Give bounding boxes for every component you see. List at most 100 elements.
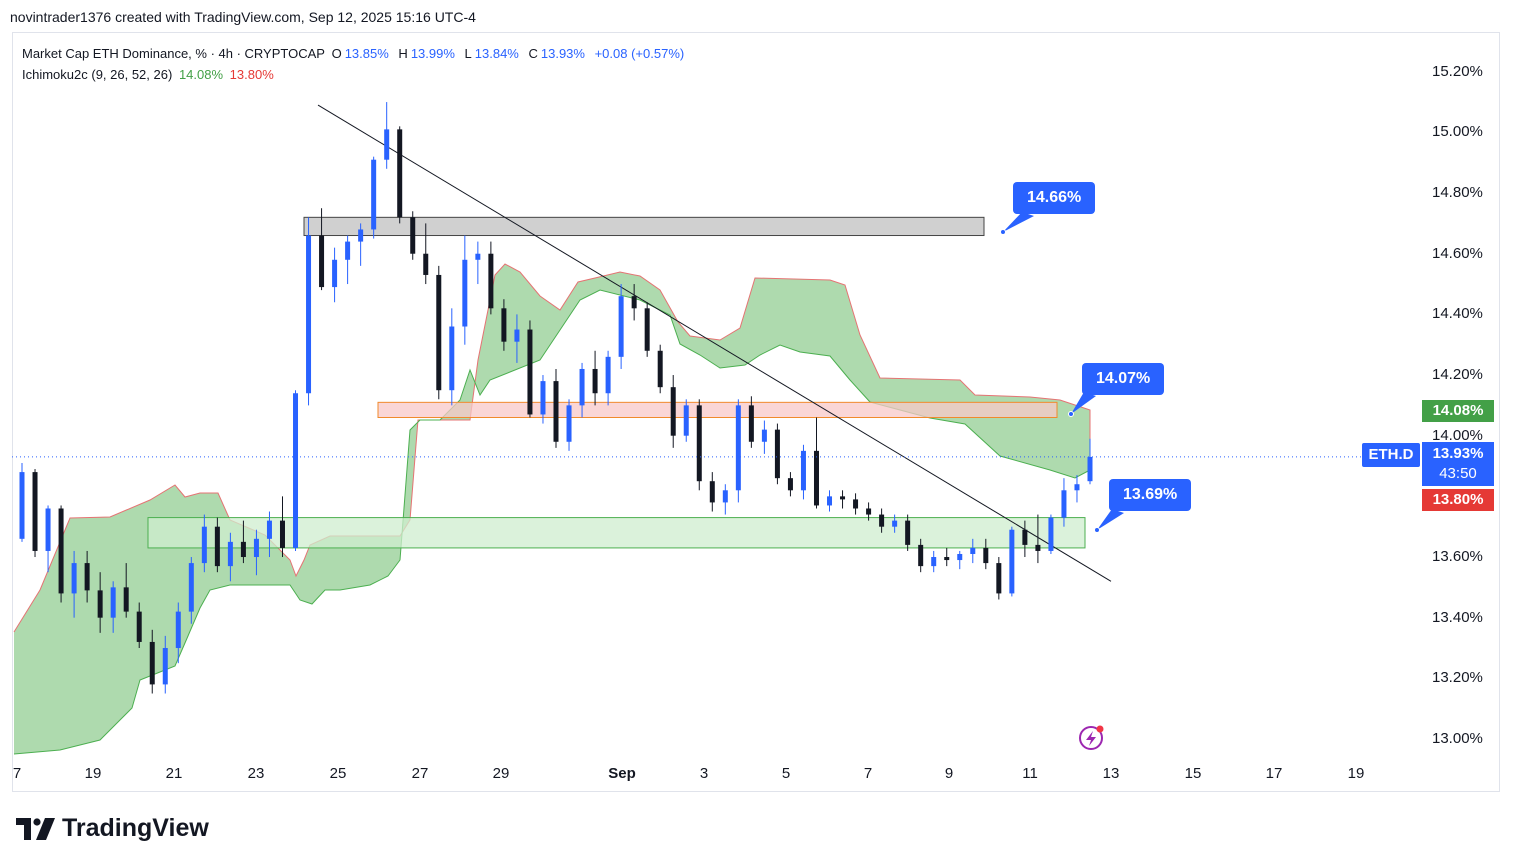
candle-body: [488, 253, 494, 309]
candle-body: [735, 405, 741, 491]
candle-body: [449, 326, 455, 391]
candle-body: [253, 538, 259, 558]
time-axis-label: 23: [247, 765, 265, 782]
time-axis-label: 17: [1265, 765, 1283, 782]
candle: [358, 223, 364, 266]
price-axis-label: 15.00%: [1432, 123, 1483, 141]
zone-supply: [303, 216, 985, 237]
price-tag-last: 13.93% 43:50: [1422, 442, 1494, 486]
candle-body: [879, 514, 885, 527]
callout-low[interactable]: 13.69%: [1109, 479, 1192, 511]
candle: [631, 284, 637, 321]
candle: [175, 602, 181, 664]
candle: [553, 368, 559, 448]
candle: [905, 514, 911, 551]
time-axis-label: 21: [165, 765, 183, 782]
candle: [761, 420, 767, 454]
candle-body: [1035, 544, 1041, 551]
candle-body: [97, 590, 103, 618]
flash-icon[interactable]: [1079, 725, 1104, 750]
candle-body: [306, 235, 312, 394]
candle-body: [1048, 517, 1054, 551]
time-axis-label: 9: [944, 765, 954, 782]
candle-body: [761, 429, 767, 442]
cloud-upper-edge: [13, 263, 1091, 633]
time-axis-label: 19: [84, 765, 102, 782]
time-axis-label: 25: [329, 765, 347, 782]
candle: [462, 235, 468, 345]
ichimoku-cloud: [14, 264, 1090, 754]
candle: [436, 265, 442, 400]
candle-body: [970, 547, 976, 554]
candle: [840, 490, 846, 509]
candle: [748, 396, 754, 448]
candle: [866, 502, 872, 521]
candle-body: [501, 308, 507, 342]
candle-body: [944, 557, 950, 561]
trendline: [317, 104, 1112, 582]
candle: [722, 484, 728, 515]
candle: [449, 308, 455, 406]
symbol-tag: ETH.D: [1362, 443, 1420, 467]
candle-body: [345, 241, 351, 260]
candle: [683, 399, 689, 442]
callout-high[interactable]: 14.66%: [1013, 182, 1096, 214]
candle-body: [996, 563, 1002, 594]
candle: [1022, 520, 1028, 558]
candle-body: [227, 541, 233, 567]
candle-body: [657, 350, 663, 388]
candle: [71, 550, 77, 618]
candle-body: [1022, 529, 1028, 545]
candle-body: [214, 526, 220, 567]
callout-anchor: [1094, 527, 1100, 533]
candle-body: [866, 508, 872, 515]
candle: [1035, 514, 1041, 564]
candle-body: [32, 472, 38, 551]
price-tag-indicator-2: 13.80%: [1422, 489, 1494, 511]
tradingview-logo-icon: [16, 817, 55, 840]
callout-anchor: [1000, 229, 1006, 235]
legend-indicator[interactable]: Ichimoku2c (9, 26, 52, 26) 14.08% 13.80%: [22, 67, 277, 82]
candle: [293, 390, 299, 551]
candle-body: [709, 481, 715, 503]
price-axis-label: 14.40%: [1432, 305, 1483, 323]
time-axis-label: 11: [1022, 765, 1038, 782]
candle-body: [410, 217, 416, 254]
candle-body: [84, 563, 90, 591]
candle-body: [1074, 484, 1080, 491]
candle: [266, 511, 272, 558]
candle-body: [19, 472, 25, 539]
candle: [32, 469, 38, 558]
candle-body: [683, 405, 689, 436]
candle: [319, 208, 325, 291]
brand-name: TradingView: [62, 814, 209, 842]
zone-support: [147, 517, 1086, 549]
candle-body: [540, 381, 546, 415]
candle: [384, 102, 390, 169]
candle: [397, 126, 403, 224]
candle: [644, 302, 650, 357]
candle: [240, 520, 246, 564]
candle-body: [110, 587, 116, 618]
time-axis-label: 29: [492, 765, 510, 782]
candle-body: [514, 329, 520, 342]
candle: [957, 550, 963, 570]
legend-change: +0.08 (+0.57%): [594, 46, 685, 61]
candle: [605, 350, 611, 406]
candle: [696, 399, 702, 491]
candle: [501, 299, 507, 351]
candle: [540, 375, 546, 424]
cloud-lower-edge: [13, 289, 1091, 755]
indicator-value-1: 14.08%: [178, 67, 224, 82]
candle-body: [618, 296, 624, 357]
price-axis-label: 14.20%: [1432, 366, 1483, 384]
candle: [566, 399, 572, 451]
candle: [306, 217, 312, 406]
candle: [735, 399, 741, 503]
callout-mid[interactable]: 14.07%: [1082, 363, 1165, 395]
candle-body: [475, 253, 481, 260]
price-axis-label: 15.20%: [1432, 62, 1483, 80]
candle-body: [644, 308, 650, 351]
bar-countdown: 43:50: [1439, 465, 1477, 482]
